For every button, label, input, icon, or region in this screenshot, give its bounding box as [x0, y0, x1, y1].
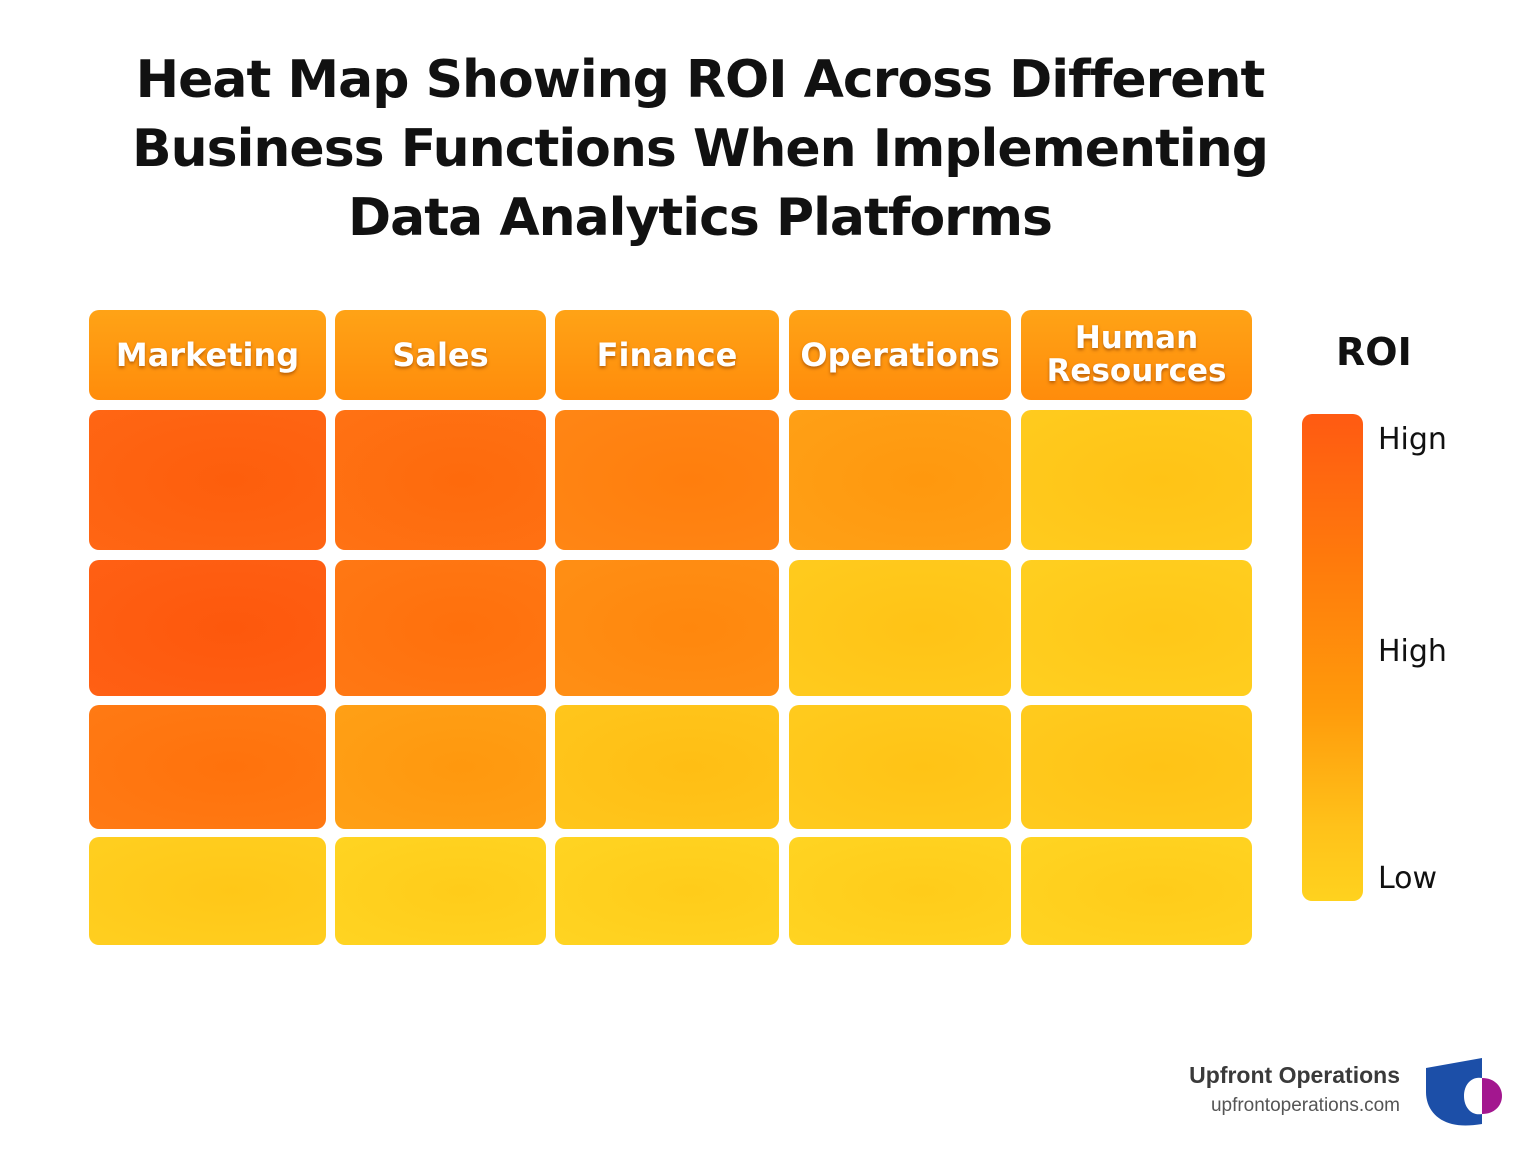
- legend-title: ROI: [1336, 330, 1412, 374]
- heatmap-cell: [89, 705, 326, 829]
- column-header-4: Human Resources: [1021, 310, 1252, 400]
- heatmap-cell: [789, 837, 1011, 945]
- heatmap-cell: [1021, 560, 1252, 696]
- heatmap-cell: [789, 705, 1011, 829]
- column-header-3: Operations: [789, 310, 1011, 400]
- heatmap-cell: [1021, 837, 1252, 945]
- heatmap-cell: [335, 837, 546, 945]
- heatmap-cell: [89, 837, 326, 945]
- heatmap-cell: [555, 410, 779, 550]
- heatmap-cell: [555, 837, 779, 945]
- legend-label-middle: High: [1378, 634, 1447, 669]
- title-line: Data Analytics Platforms: [348, 188, 1053, 248]
- brand-logo-icon: [1426, 1058, 1502, 1126]
- title-line: Business Functions When Implementing: [131, 119, 1269, 179]
- legend-label-bottom: Low: [1378, 861, 1438, 896]
- heatmap-cell: [789, 560, 1011, 696]
- chart-title: Heat Map Showing ROI Across Different Bu…: [100, 46, 1300, 253]
- heatmap-cell: [89, 410, 326, 550]
- heatmap-cell: [789, 410, 1011, 550]
- heatmap-cell: [335, 410, 546, 550]
- logo-purple-shape: [1482, 1078, 1502, 1114]
- brand-block: Upfront Operations upfrontoperations.com: [1189, 1062, 1400, 1117]
- heatmap-cell: [1021, 410, 1252, 550]
- heatmap-cell: [1021, 705, 1252, 829]
- heatmap-cell: [335, 560, 546, 696]
- legend-label-top: Hign: [1378, 422, 1447, 457]
- legend-color-scale: [1302, 414, 1363, 901]
- title-line: Heat Map Showing ROI Across Different: [135, 50, 1266, 110]
- column-header-2: Finance: [555, 310, 779, 400]
- column-header-0: Marketing: [89, 310, 326, 400]
- brand-url: upfrontoperations.com: [1210, 1095, 1400, 1116]
- heatmap-cell: [555, 560, 779, 696]
- logo-blue-shape: [1426, 1058, 1482, 1126]
- heatmap-cell: [89, 560, 326, 696]
- column-header-1: Sales: [335, 310, 546, 400]
- heatmap-cell: [335, 705, 546, 829]
- brand-name: Upfront Operations: [1189, 1062, 1400, 1088]
- heatmap-cell: [555, 705, 779, 829]
